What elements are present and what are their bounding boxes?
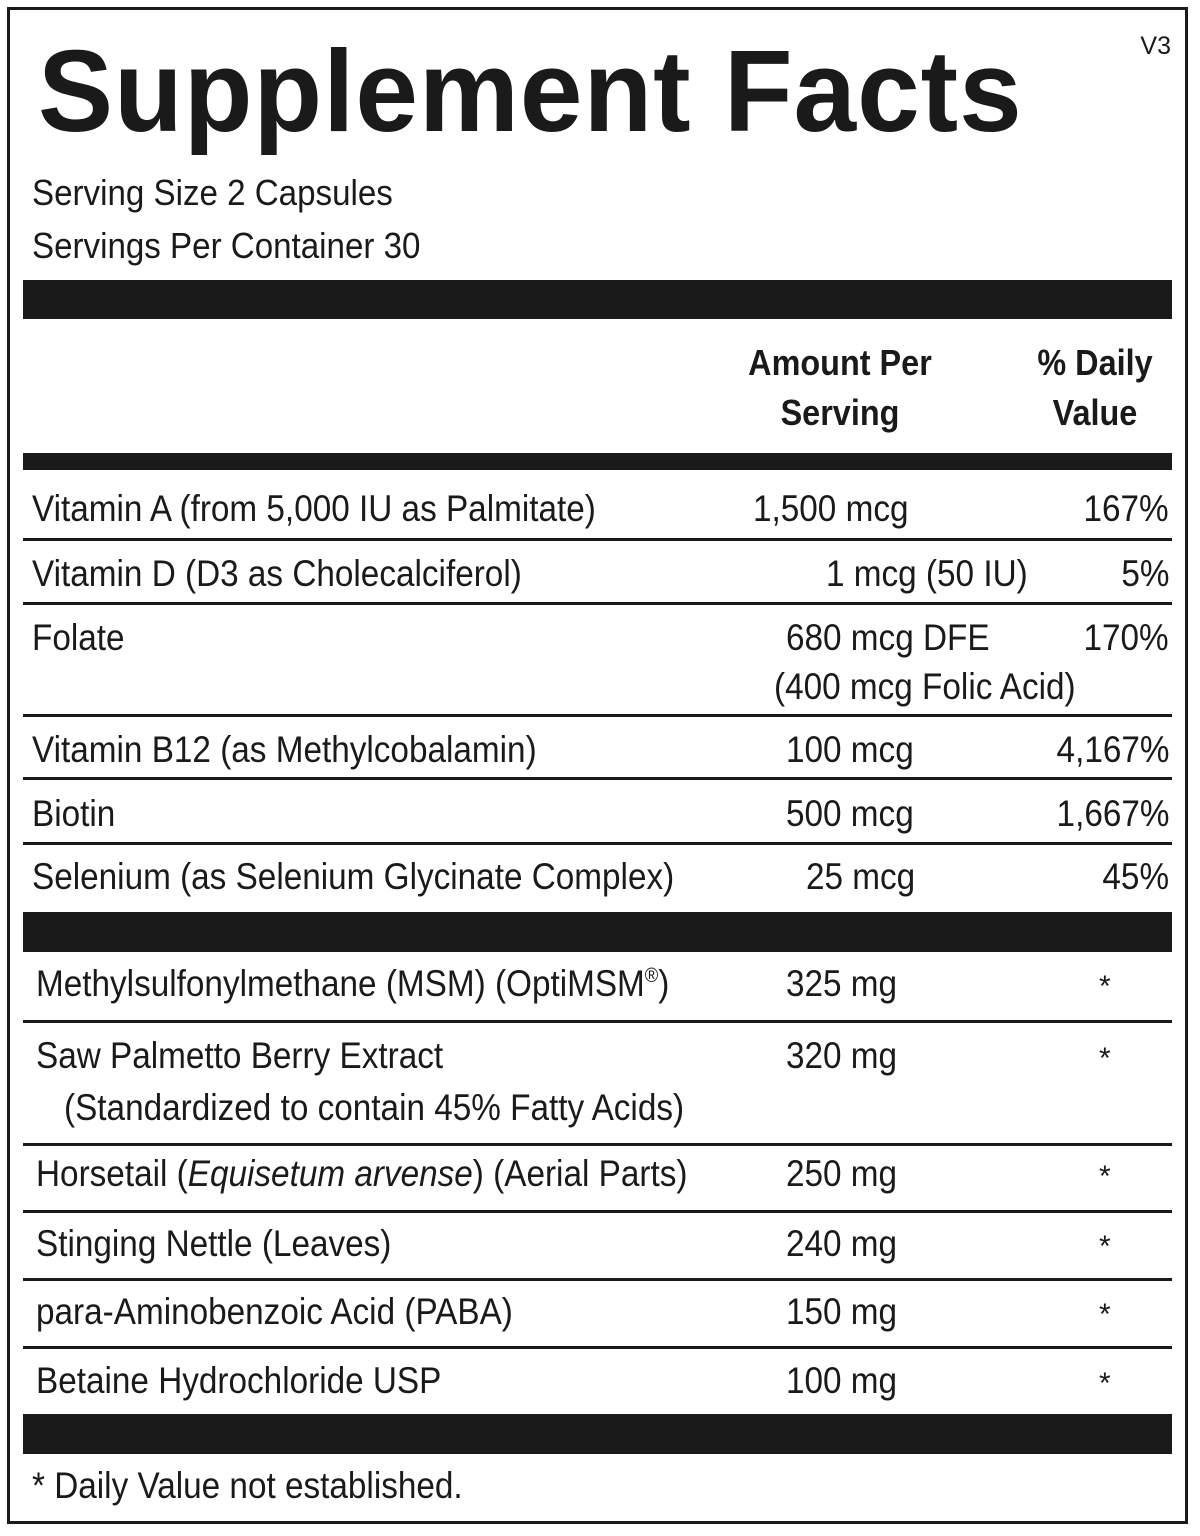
thick-divider <box>23 912 1172 952</box>
row-divider <box>23 602 1172 605</box>
nutrient-amount: 680 mcg DFE <box>786 617 990 658</box>
row-divider <box>23 1143 1172 1146</box>
row-divider <box>23 714 1172 717</box>
nutrient-amount: 1 mcg (50 IU) <box>826 553 1028 594</box>
daily-value-header: % Daily Value <box>1037 342 1153 433</box>
serving-size: Serving Size 2 Capsules <box>32 172 393 213</box>
panel-title: Supplement Facts <box>38 26 1023 156</box>
nutrient-amount: 500 mcg <box>786 793 914 834</box>
nutrient-amount: 100 mcg <box>786 729 914 770</box>
ingredient-amount: 250 mg <box>786 1153 898 1194</box>
nutrient-name: Folate <box>32 617 125 658</box>
amount-per-serving-header: Amount Per Serving <box>748 342 932 433</box>
ingredient-name: Saw Palmetto Berry Extract <box>36 1035 444 1076</box>
nutrient-amount: 1,500 mcg <box>753 488 909 529</box>
daily-value-asterisk: * <box>1099 1367 1111 1400</box>
nutrient-daily-value: 4,167% <box>1056 729 1169 770</box>
ingredient-detail: (Standardized to contain 45% Fatty Acids… <box>64 1087 685 1128</box>
nutrient-daily-value: 45% <box>1102 856 1169 897</box>
thick-divider <box>23 280 1172 319</box>
ingredient-name: Horsetail (Equisetum arvense) (Aerial Pa… <box>36 1153 688 1194</box>
nutrient-daily-value: 1,667% <box>1056 793 1169 834</box>
ingredient-name: para-Aminobenzoic Acid (PABA) <box>36 1291 513 1332</box>
daily-value-asterisk: * <box>1099 1042 1111 1075</box>
supplement-facts-panel: Supplement Facts V3 Serving Size 2 Capsu… <box>7 7 1188 1524</box>
nutrient-name: Vitamin D (D3 as Cholecalciferol) <box>32 553 522 594</box>
row-divider <box>23 1020 1172 1023</box>
nutrient-name: Vitamin A (from 5,000 IU as Palmitate) <box>32 488 596 529</box>
ingredient-amount: 325 mg <box>786 963 898 1004</box>
ingredient-amount: 240 mg <box>786 1223 898 1264</box>
ingredient-name: Stinging Nettle (Leaves) <box>36 1223 392 1264</box>
nutrient-name: Biotin <box>32 793 116 834</box>
footnote: * Daily Value not established. <box>32 1465 463 1506</box>
daily-value-asterisk: * <box>1099 1230 1111 1263</box>
row-divider <box>23 1346 1172 1349</box>
daily-value-asterisk: * <box>1099 970 1111 1003</box>
row-divider <box>23 842 1172 845</box>
daily-value-asterisk: * <box>1099 1298 1111 1331</box>
registered-mark: ® <box>644 964 659 987</box>
nutrient-name: Vitamin B12 (as Methylcobalamin) <box>32 729 537 770</box>
ingredient-amount: 100 mg <box>786 1360 898 1401</box>
servings-per-container: Servings Per Container 30 <box>32 225 421 266</box>
row-divider <box>23 538 1172 541</box>
nutrient-amount-detail: (400 mcg Folic Acid) <box>774 666 1076 707</box>
thick-divider <box>23 1414 1172 1454</box>
nutrient-amount: 25 mcg <box>806 856 916 897</box>
ingredient-name: Betaine Hydrochloride USP <box>36 1360 442 1401</box>
ingredient-name: Methylsulfonylmethane (MSM) (OptiMSM®) <box>36 963 670 1004</box>
header-divider <box>23 453 1172 470</box>
daily-value-asterisk: * <box>1099 1160 1111 1193</box>
ingredient-amount: 150 mg <box>786 1291 898 1332</box>
ingredient-amount: 320 mg <box>786 1035 898 1076</box>
version-label: V3 <box>1140 32 1171 60</box>
row-divider <box>23 1210 1172 1213</box>
nutrient-daily-value: 170% <box>1083 617 1169 658</box>
nutrient-daily-value: 5% <box>1120 553 1169 594</box>
nutrient-daily-value: 167% <box>1083 488 1169 529</box>
row-divider <box>23 777 1172 780</box>
row-divider <box>23 1278 1172 1281</box>
nutrient-name: Selenium (as Selenium Glycinate Complex) <box>32 856 675 897</box>
